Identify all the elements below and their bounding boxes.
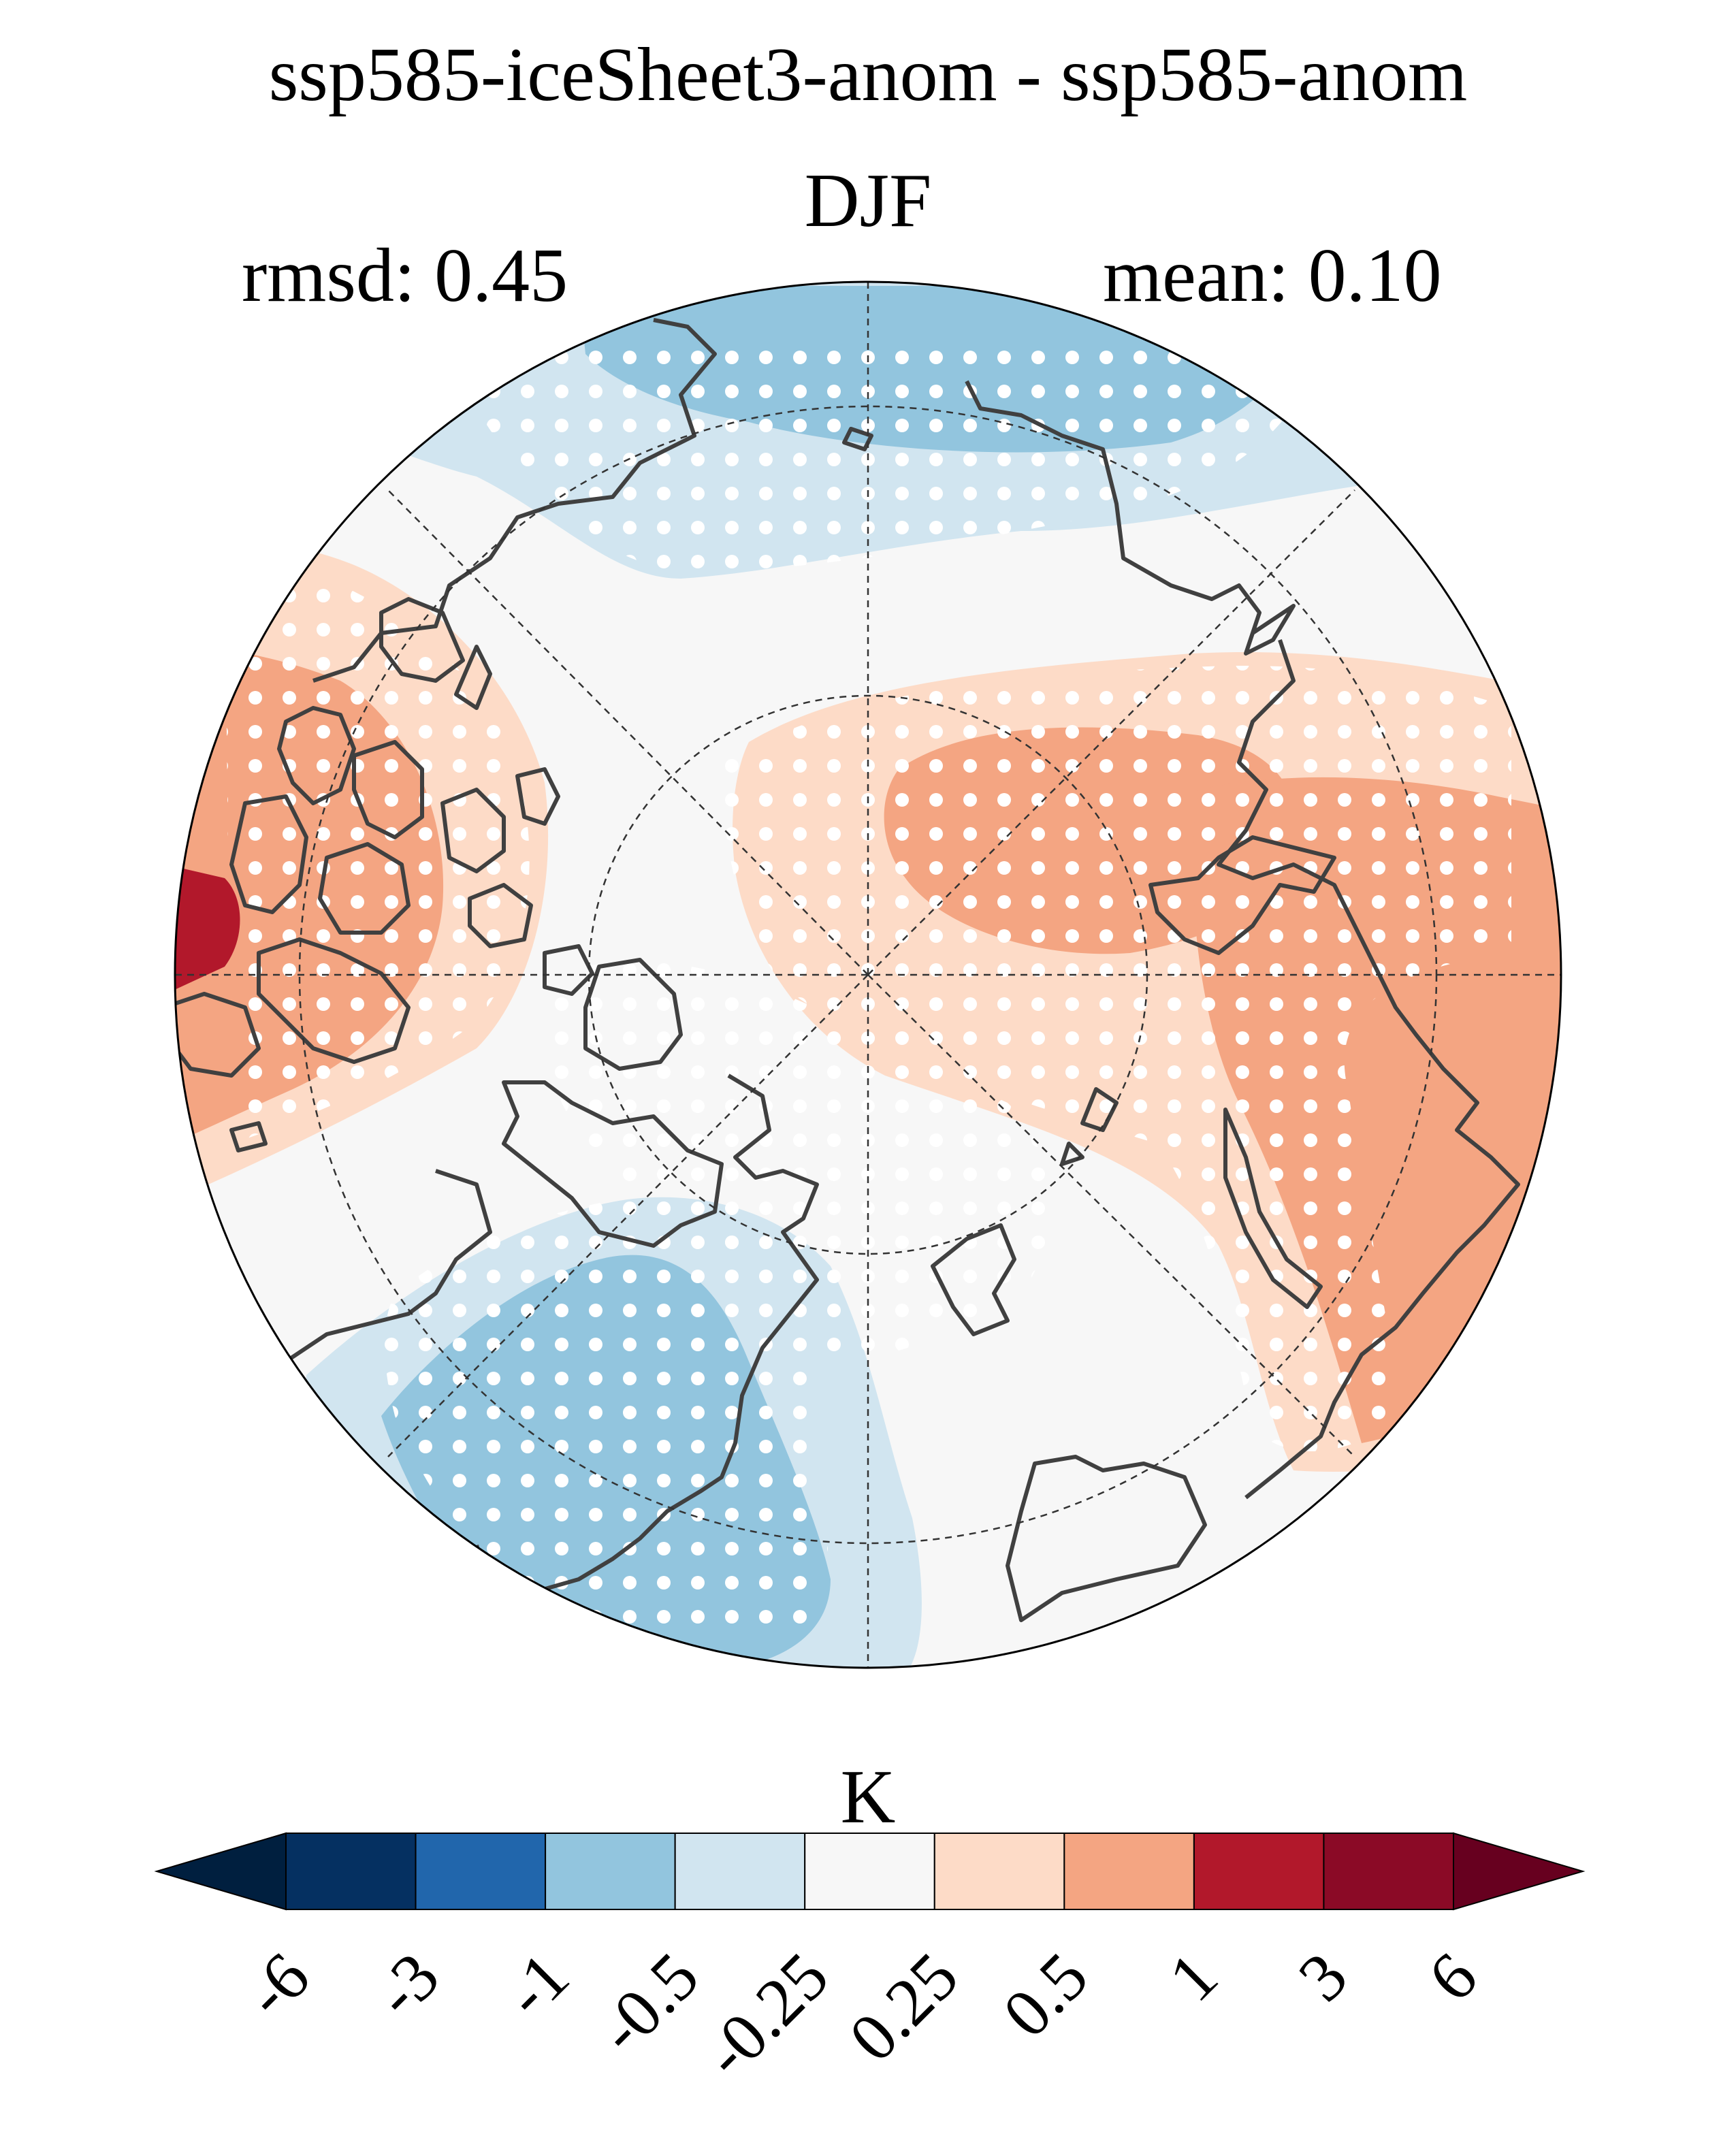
colorbar-bin bbox=[933, 1833, 1065, 1910]
colorbar-bin bbox=[1063, 1833, 1195, 1910]
colorbar-bin bbox=[1193, 1833, 1325, 1910]
colorbar-bin bbox=[674, 1833, 806, 1910]
map-boundary bbox=[174, 280, 1562, 1669]
colorbar-bin bbox=[415, 1833, 547, 1910]
colorbar-bin bbox=[285, 1833, 417, 1910]
anomaly-field bbox=[175, 282, 1561, 1668]
rmsd-stat: rmsd: 0.45 bbox=[242, 233, 568, 318]
coastlines bbox=[175, 318, 1520, 1622]
colorbar-bin bbox=[804, 1833, 935, 1910]
graticule bbox=[175, 282, 1561, 1668]
colorbar-unit: K bbox=[840, 1755, 896, 1839]
colorbar-tick-label: -1 bbox=[489, 1938, 583, 2031]
colorbar-tick-label: 1 bbox=[1155, 1938, 1232, 2016]
colorbar-bin bbox=[545, 1833, 676, 1910]
colorbar-tick-label: 6 bbox=[1414, 1938, 1492, 2016]
colorbar-tick-label: -0.25 bbox=[689, 1938, 843, 2092]
mean-stat: mean: 0.10 bbox=[1103, 233, 1442, 318]
colorbar-tick-label: -6 bbox=[230, 1938, 323, 2031]
colorbar-tick-label: -0.5 bbox=[583, 1938, 713, 2067]
colorbar-bin bbox=[1323, 1833, 1455, 1910]
colorbar-tick-label: 0.25 bbox=[835, 1938, 972, 2076]
significance-stippling bbox=[225, 340, 1511, 1634]
colorbar-tick-label: -3 bbox=[360, 1938, 453, 2031]
colorbar-tick-label: 3 bbox=[1284, 1938, 1362, 2016]
colorbar-tick-label: 0.5 bbox=[988, 1938, 1102, 2052]
season-label: DJF bbox=[804, 159, 932, 243]
colorbar: -6 -3 -1 -0.5-0.250.25 0.5 1 3 6 bbox=[154, 1832, 1586, 2092]
region-dark-red-left bbox=[175, 858, 240, 1007]
map-title: ssp585-iceSheet3-anom - ssp585-anom bbox=[268, 33, 1468, 117]
